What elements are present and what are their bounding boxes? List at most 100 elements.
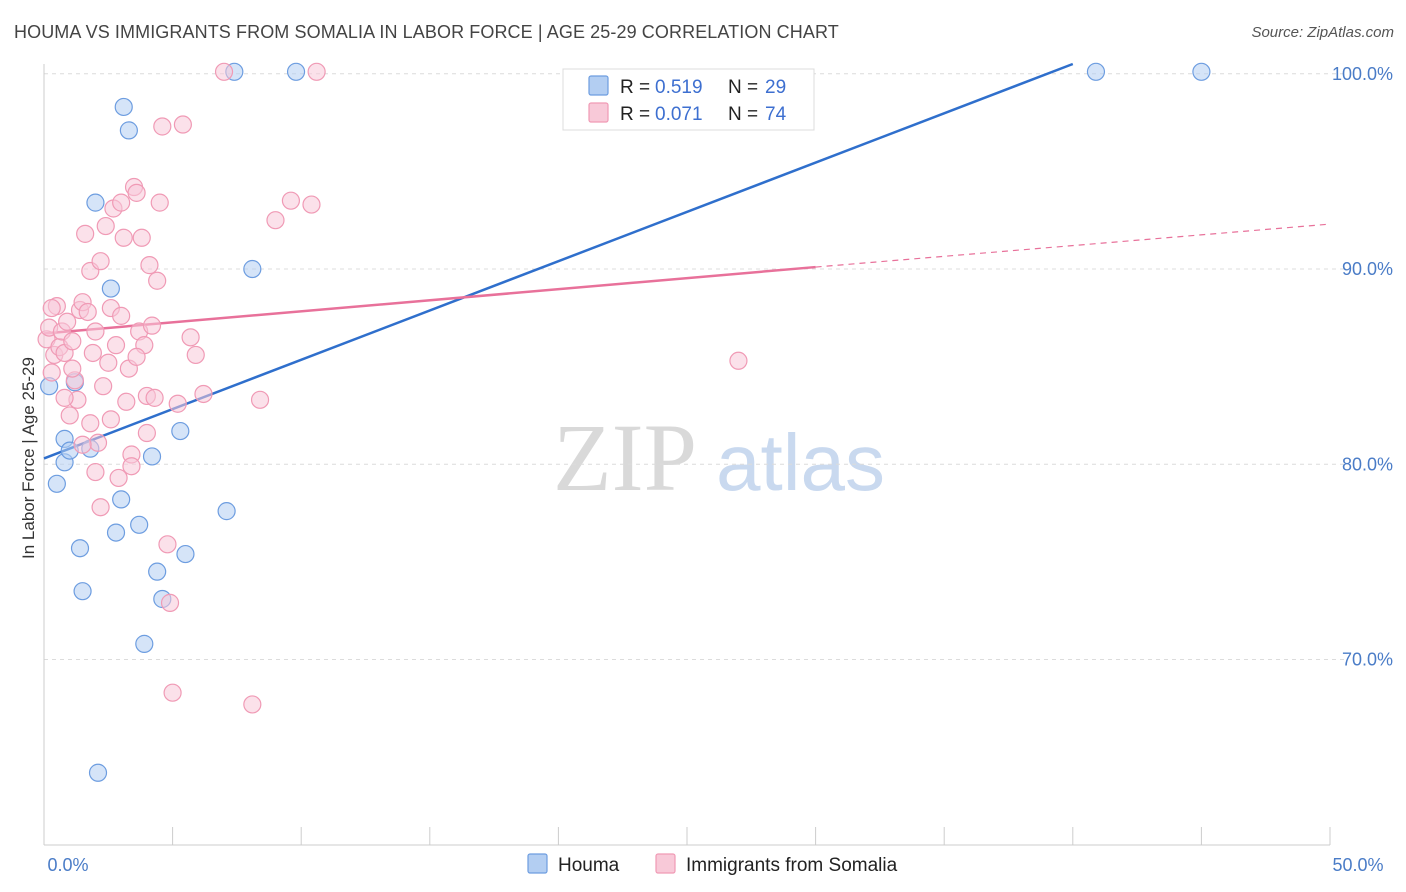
somalia-point [158,535,177,554]
houma-point [88,763,108,782]
x-tick-label-max: 50.0% [1332,855,1383,875]
somalia-point [55,388,74,407]
bottom-legend-swatch-somalia [655,853,676,874]
houma-point [243,259,262,279]
somalia-point [137,423,156,443]
houma-point [135,634,154,653]
somalia-point [91,498,110,517]
somalia-point [127,347,146,366]
houma-point [119,121,138,140]
somalia-point [266,211,285,230]
bottom-legend-label-houma: Houma [558,855,620,876]
gridlines [44,73,1344,661]
somalia-point [194,384,213,404]
houma-point [148,562,167,581]
somalia-point [145,388,164,407]
somalia-point [73,435,92,454]
houma-point [73,582,92,601]
chart-title: HOUMA VS IMMIGRANTS FROM SOMALIA IN LABO… [14,22,839,42]
somalia-point [112,306,131,325]
data-points [37,62,1211,782]
somalia-point [83,343,102,363]
legend-n-value-houma: 29 [765,77,786,98]
houma-point [114,97,133,117]
somalia-point [132,228,151,247]
somalia-point [181,328,200,347]
houma-point [142,447,162,466]
houma-point [106,523,126,542]
legend-r-value-somalia: 0.071 [655,104,703,125]
somalia-point [63,359,82,378]
houma-point [217,502,236,521]
bottom-legend-swatch-houma [527,853,548,874]
somalia-point [186,345,205,365]
somalia-point [86,462,105,482]
somalia-point [243,695,262,714]
somalia-point [150,193,169,212]
legend-r-value-houma: 0.519 [655,77,703,98]
axes: 70.0% 80.0% 90.0% 100.0% [43,64,1393,846]
somalia-point [101,410,120,429]
y-tick-label: 90.0% [1342,259,1393,279]
somalia-point [117,392,136,411]
somalia-point [86,322,105,341]
somalia-point [94,377,113,396]
somalia-point [99,353,118,372]
somalia-point [76,224,95,243]
somalia-point [127,183,146,202]
legend-swatch-houma [588,75,609,96]
legend-n-value-somalia: 74 [765,104,787,125]
somalia-point [109,468,128,488]
somalia-point [91,252,110,271]
watermark-atlas: atlas [716,418,885,507]
houma-point [171,421,190,441]
houma-point [86,193,105,212]
houma-point [286,62,306,81]
somalia-trend-extension [815,223,1331,268]
somalia-point [250,390,270,409]
somalia-point [729,351,748,370]
somalia-point [58,312,77,331]
stats-legend: R = 0.519 N = 29 R = 0.071 N = 74 [562,68,815,131]
somalia-point [168,394,187,413]
legend-r-label-houma: R = [620,77,650,98]
houma-point [1192,62,1211,81]
y-axis-label: In Labor Force | Age 25-29 [19,357,38,559]
somalia-point [60,406,79,425]
somalia-point [173,115,192,134]
legend-swatch-somalia [588,102,609,123]
somalia-point [153,117,172,136]
houma-point [112,490,131,509]
somalia-point [214,62,234,81]
source-label: Source: ZipAtlas.com [1251,24,1394,41]
somalia-point [112,193,131,212]
somalia-point [122,457,141,476]
somalia-point [160,593,180,612]
somalia-trend-line [43,265,816,335]
houma-point [176,544,195,564]
houma-point [1086,62,1106,81]
houma-trend-line [43,62,1074,460]
somalia-point [78,302,97,322]
legend-n-label-houma: N = [728,77,758,98]
houma-point [130,515,149,534]
y-tick-label: 100.0% [1332,64,1393,84]
trend-lines [43,62,1331,460]
somalia-point [142,316,162,335]
somalia-point [81,414,100,433]
watermark-zip: ZIP [553,404,697,511]
bottom-legend-label-somalia: Immigrants from Somalia [686,855,898,876]
legend-r-label-somalia: R = [620,104,650,125]
somalia-point [140,256,159,275]
somalia-point [163,683,182,702]
somalia-point [63,332,82,351]
y-tick-label: 70.0% [1342,650,1393,670]
x-tick-label-min: 0.0% [47,855,88,875]
somalia-point [42,298,61,318]
somalia-point [281,191,301,210]
series-legend: Houma Immigrants from Somalia [527,853,898,876]
somalia-point [302,195,321,214]
y-tick-label: 80.0% [1342,454,1393,474]
somalia-point [42,363,61,382]
